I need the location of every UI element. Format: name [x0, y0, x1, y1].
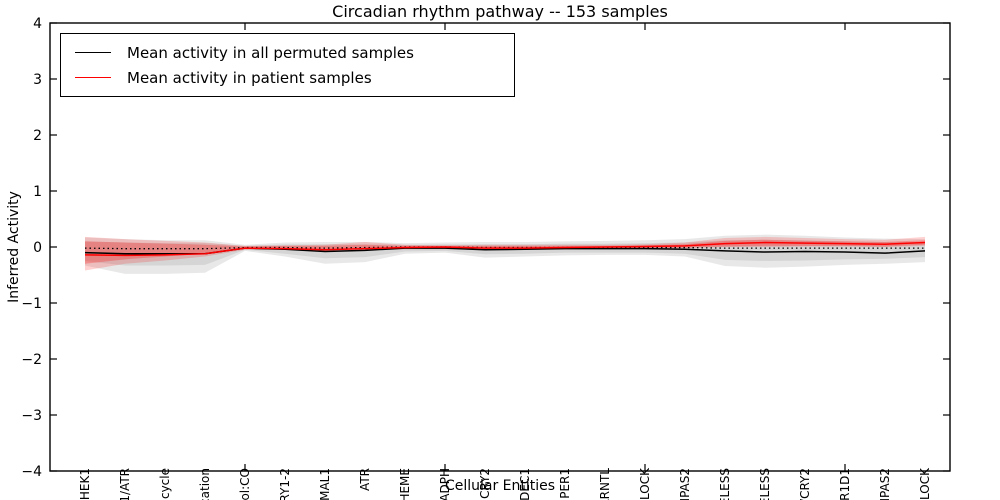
x-category-label: ATR: [358, 468, 372, 491]
y-axis-label: Inferred Activity: [6, 191, 22, 303]
chart-title: Circadian rhythm pathway -- 153 samples: [332, 2, 668, 21]
series-line-mean-patient: [84, 241, 926, 257]
permuted-line-sample: [75, 52, 111, 53]
y-tick-label: −1: [21, 296, 42, 312]
x-category-label: PER1-2 / CRY1-2: [278, 468, 292, 500]
x-category-label: DEC1: [518, 468, 532, 500]
legend-entry-label: Mean activity in patient samples: [127, 68, 372, 87]
x-category-label: mol:CO: [238, 468, 252, 500]
x-category-label: mol:NADPH: [438, 468, 452, 500]
band-permuted-std-inner: [85, 239, 925, 266]
series-line-reference-dotted: [84, 246, 925, 250]
x-category-label: S phase of mitotic cell cycle: [158, 468, 172, 500]
x-category-label: PER1: [558, 468, 572, 499]
y-tick-label: −2: [21, 352, 42, 368]
y-tick-label: 2: [33, 128, 42, 144]
x-category-label: ARNTL: [598, 468, 612, 500]
x-category-label: mol:HEME: [398, 468, 412, 500]
y-tick-label: 1: [33, 184, 42, 200]
x-category-label: CLOCK: [638, 467, 652, 500]
band-patient-std-outer: [85, 236, 925, 271]
y-tick-label: 4: [33, 16, 42, 32]
x-category-label: chromatin modification: [198, 468, 212, 500]
y-tick-label: −3: [21, 408, 42, 424]
x-category-label: PER1/TIMELESS: [758, 468, 772, 500]
band-patient-std-inner: [85, 239, 925, 264]
x-category-label: NR1D1: [838, 468, 852, 500]
legend-entry-label: Mean activity in all permuted samples: [127, 43, 414, 62]
x-category-label: BMAL/CLOCK/NPAS2: [878, 468, 892, 500]
y-tick-label: 3: [33, 72, 42, 88]
x-category-label: TIMELESS/CHEK1/ATR: [118, 468, 132, 500]
x-category-label: CHEK1: [78, 468, 92, 500]
legend-entry-patient: Mean activity in patient samples: [75, 69, 514, 87]
x-category-label: CRY2: [478, 468, 492, 499]
x-category-label: TIMELESS: [718, 468, 732, 500]
x-axis-label: Cellular Entities: [444, 478, 556, 494]
x-category-label: TIMELESS/CRY2: [798, 468, 812, 500]
legend-entry-permuted: Mean activity in all permuted samples: [75, 44, 514, 62]
x-category-label: DEC1/BMAL1: [318, 468, 332, 500]
y-tick-label: −4: [21, 464, 42, 480]
y-tick-label: 0: [33, 240, 42, 256]
x-category-label: BMAL1/CLOCK: [918, 467, 932, 500]
x-category-label: NPAS2: [678, 468, 692, 500]
legend-box: Mean activity in all permuted samples Me…: [60, 33, 515, 97]
patient-line-sample: [75, 77, 111, 78]
